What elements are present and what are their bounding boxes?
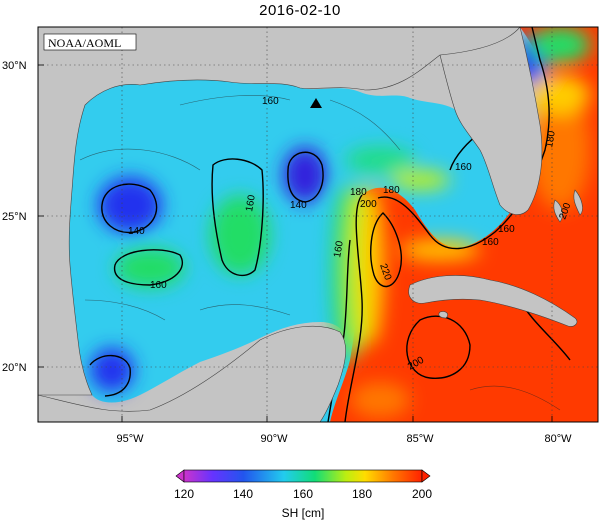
contour-label: 140: [128, 226, 145, 237]
cuba-island: [408, 275, 578, 327]
axis-ticks: [38, 64, 553, 422]
colorbar: 120 140 160 180 200 SH [cm]: [174, 469, 432, 520]
contour-label: 160: [150, 280, 167, 291]
graticule: [38, 27, 598, 422]
contour-label: 200: [360, 199, 377, 210]
atlantic-sea: [330, 27, 598, 422]
contour-label: 180: [383, 185, 400, 196]
colorbar-max-arrow: [421, 469, 431, 483]
contour-label: 180: [350, 187, 367, 198]
lon-label: 90°W: [260, 433, 288, 445]
colorbar-gradient: [183, 469, 423, 483]
lon-label: 95°W: [116, 433, 144, 445]
colorbar-tick: 140: [233, 487, 253, 501]
contour-label: 180: [544, 130, 558, 149]
us-gulf-coast: [38, 27, 521, 396]
contour-label: 160: [455, 162, 472, 173]
credit-box: [43, 33, 137, 51]
lon-axis-labels: 95°W 90°W 85°W 80°W: [116, 433, 572, 445]
map-frame: [37, 26, 599, 423]
lat-axis-labels: 30°N 25°N 20°N: [2, 60, 27, 374]
colorbar-label: SH [cm]: [282, 506, 325, 520]
contour-label: 140: [290, 200, 307, 211]
credit-text: NOAA/AOML: [48, 36, 121, 50]
contour-label: 160: [482, 237, 499, 248]
colorbar-min-arrow: [175, 469, 185, 483]
lon-label: 80°W: [544, 433, 572, 445]
lat-label: 30°N: [2, 60, 27, 72]
contour-label: 160: [244, 194, 258, 213]
contour-label: 160: [332, 240, 346, 259]
contour-label: 160: [498, 224, 515, 235]
colorbar-tick: 120: [174, 487, 194, 501]
colorbar-tick: 180: [352, 487, 372, 501]
colorbar-tick: 200: [412, 487, 432, 501]
yucatan-peninsula: [38, 325, 346, 422]
lat-label: 25°N: [2, 211, 27, 223]
land-masses: [38, 27, 583, 422]
map-title: 2016-02-10: [259, 2, 341, 19]
triangle-marker-icon: [310, 98, 322, 108]
lat-label: 20°N: [2, 362, 27, 374]
lon-label: 85°W: [406, 433, 434, 445]
contour-label: 160: [262, 96, 279, 107]
colorbar-tick: 160: [293, 487, 313, 501]
thin-contours: [79, 95, 561, 411]
